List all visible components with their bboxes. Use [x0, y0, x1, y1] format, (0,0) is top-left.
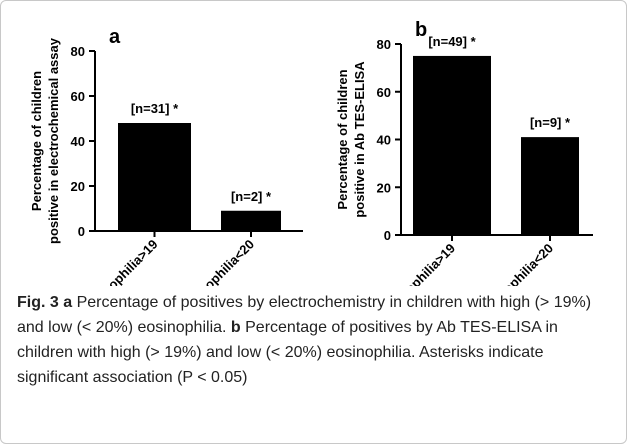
bar-annotation: [n=2] * [231, 189, 272, 204]
x-tick-label: Eosinophilia>19 [80, 237, 161, 286]
bar-annotation: [n=49] * [428, 34, 476, 49]
caption-b-label: b [230, 319, 241, 336]
panel-label: b [415, 19, 427, 41]
y-tick-label: 40 [377, 133, 391, 148]
bar [118, 123, 191, 231]
caption: Fig. 3 a Percentage of positives by elec… [17, 290, 613, 390]
caption-a-label: a [63, 294, 73, 311]
y-tick-label: 40 [71, 134, 85, 149]
y-axis-label: Percentage of children [29, 71, 44, 211]
x-tick-label: Eosinophilia<20 [475, 241, 556, 286]
bar [221, 210, 281, 231]
caption-a-text: Percentage of positives by electrochemis… [17, 294, 592, 336]
x-tick-label: Eosinophilia<20 [176, 237, 257, 286]
y-tick-label: 20 [71, 179, 85, 194]
y-tick-label: 20 [377, 180, 391, 195]
y-tick-label: 80 [377, 37, 391, 52]
bar [521, 137, 579, 235]
x-tick-label: Eosinophilia>19 [377, 241, 458, 286]
y-tick-label: 0 [78, 224, 85, 239]
y-axis-label: positive in Ab TES-ELISA [352, 61, 367, 218]
y-axis-label: positive in electrochemical assay [46, 37, 61, 244]
y-tick-label: 60 [377, 85, 391, 100]
y-axis-label: Percentage of children [335, 69, 350, 209]
y-tick-label: 80 [71, 44, 85, 59]
bar [413, 55, 491, 235]
panel-label: a [109, 26, 121, 48]
bar-annotation: [n=31] * [131, 101, 179, 116]
caption-label: Fig. 3 [17, 294, 59, 311]
caption-b-text: Percentage of positives by Ab TES-ELISA … [17, 319, 558, 386]
bar-annotation: [n=9] * [530, 115, 571, 130]
y-tick-label: 60 [71, 89, 85, 104]
y-tick-label: 0 [384, 228, 391, 243]
